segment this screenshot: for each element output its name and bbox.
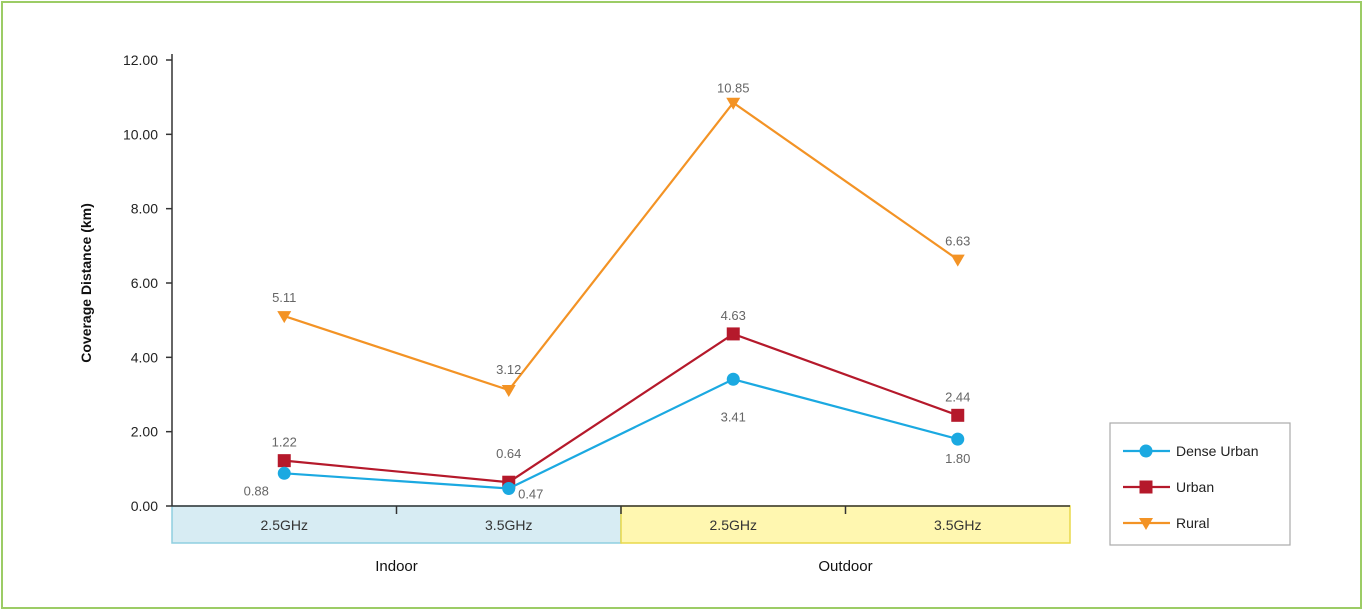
- legend-marker-urban: [1139, 480, 1153, 494]
- data-point-urban: [277, 454, 291, 468]
- data-point-rural: [950, 254, 965, 267]
- x-tick-label: 3.5GHz: [485, 517, 532, 533]
- x-tick-label: 2.5GHz: [710, 517, 757, 533]
- data-point-rural: [726, 97, 741, 110]
- data-point-urban: [726, 327, 740, 341]
- data-point-dense-urban: [951, 432, 965, 446]
- y-tick-label: 4.00: [131, 349, 158, 365]
- data-label-urban: 4.63: [721, 308, 746, 323]
- data-label-rural: 3.12: [496, 362, 521, 377]
- x-tick-label: 2.5GHz: [261, 517, 308, 533]
- series-line-urban: [284, 332, 959, 484]
- series-line-dense-urban: [284, 378, 959, 490]
- x-group-label-indoor: Indoor: [375, 558, 418, 575]
- y-tick-label: 2.00: [131, 424, 158, 440]
- data-label-rural: 10.85: [717, 81, 750, 96]
- data-point-dense-urban: [502, 482, 516, 496]
- legend-marker-rural: [1139, 518, 1153, 530]
- data-label-urban: 2.44: [945, 389, 970, 404]
- data-label-urban: 1.22: [272, 435, 297, 450]
- y-tick-label: 12.00: [123, 52, 158, 68]
- data-point-urban: [951, 408, 965, 422]
- y-tick-label: 10.00: [123, 126, 158, 142]
- y-axis-title: Coverage Distance (km): [78, 203, 94, 363]
- legend-label-dense-urban: Dense Urban: [1176, 443, 1259, 459]
- data-point-rural: [501, 385, 516, 398]
- data-label-dense-urban: 0.88: [244, 483, 269, 498]
- y-tick-label: 6.00: [131, 275, 158, 291]
- data-label-rural: 5.11: [272, 290, 296, 305]
- legend-marker-dense-urban: [1139, 444, 1153, 458]
- legend-label-rural: Rural: [1176, 515, 1209, 531]
- x-group-label-outdoor: Outdoor: [818, 558, 872, 575]
- data-point-rural: [277, 311, 292, 324]
- x-tick-label: 3.5GHz: [934, 517, 981, 533]
- legend-label-urban: Urban: [1176, 479, 1214, 495]
- data-point-dense-urban: [726, 372, 740, 386]
- series-line-rural: [283, 101, 959, 392]
- data-point-dense-urban: [277, 466, 291, 480]
- y-tick-label: 0.00: [131, 498, 158, 514]
- data-label-rural: 6.63: [945, 234, 970, 249]
- data-label-dense-urban: 1.80: [945, 451, 970, 466]
- data-label-dense-urban: 3.41: [721, 409, 746, 424]
- data-label-urban: 0.64: [496, 446, 521, 461]
- data-label-dense-urban: 0.47: [518, 487, 543, 502]
- y-tick-label: 8.00: [131, 201, 158, 217]
